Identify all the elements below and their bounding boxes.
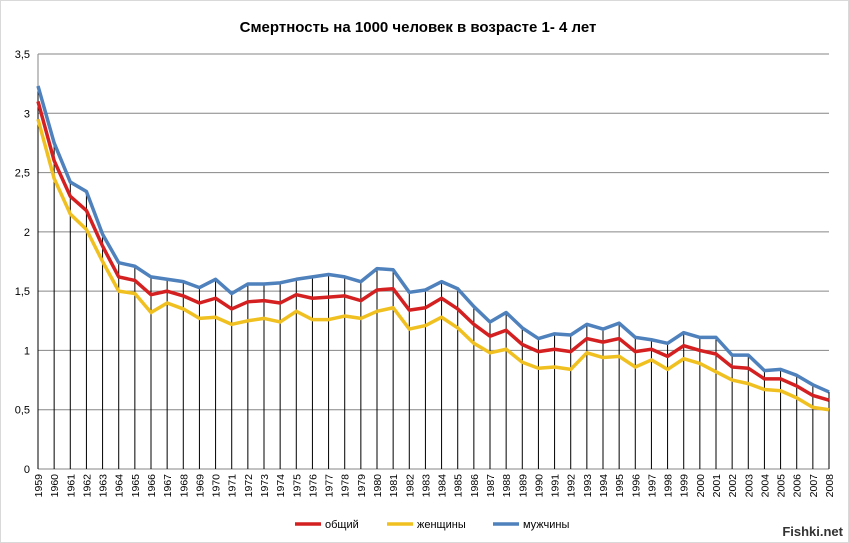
- x-tick-label: 1970: [211, 474, 223, 498]
- y-tick-label: 1,5: [15, 286, 30, 298]
- legend-label: женщины: [417, 519, 466, 531]
- x-tick-label: 1981: [388, 474, 400, 498]
- x-tick-label: 1980: [372, 474, 384, 498]
- x-tick-label: 2005: [776, 474, 788, 498]
- x-tick-label: 2000: [695, 474, 707, 498]
- x-tick-label: 2008: [824, 474, 836, 498]
- watermark: Fishki.net: [782, 524, 843, 539]
- x-tick-label: 1969: [194, 474, 206, 498]
- x-tick-label: 1999: [679, 474, 691, 498]
- x-tick-label: 1959: [33, 474, 45, 498]
- x-tick-label: 1977: [324, 474, 336, 498]
- x-tick-label: 2003: [743, 474, 755, 498]
- series-line-0: [36, 85, 830, 394]
- x-tick-label: 1960: [49, 474, 61, 498]
- x-tick-label: 1990: [533, 474, 545, 498]
- x-tick-label: 1998: [663, 474, 675, 498]
- y-tick-label: 2,5: [15, 168, 30, 180]
- x-tick-label: 1984: [437, 474, 449, 498]
- x-tick-label: 1987: [485, 474, 497, 498]
- legend-label: мужчины: [523, 519, 569, 531]
- y-tick-label: 1: [24, 345, 30, 357]
- x-tick-label: 1974: [275, 474, 287, 498]
- y-tick-label: 0,5: [15, 405, 30, 417]
- y-tick-label: 0: [24, 464, 30, 476]
- x-tick-label: 2004: [759, 474, 771, 498]
- x-tick-label: 2002: [727, 474, 739, 498]
- x-tick-label: 1997: [646, 474, 658, 498]
- x-tick-label: 1989: [517, 474, 529, 498]
- x-tick-label: 1962: [81, 474, 93, 498]
- x-tick-label: 1986: [469, 474, 481, 498]
- legend-label: общий: [325, 519, 359, 531]
- x-tick-label: 1991: [550, 474, 562, 498]
- x-tick-label: 1982: [404, 474, 416, 498]
- x-tick-label: 1992: [566, 474, 578, 498]
- x-tick-label: 1978: [340, 474, 352, 498]
- chart-title: Смертность на 1000 человек в возрасте 1-…: [240, 19, 597, 36]
- x-tick-label: 1994: [598, 474, 610, 498]
- series-line-1: [36, 118, 830, 412]
- x-tick-label: 1993: [582, 474, 594, 498]
- x-tick-label: 1973: [259, 474, 271, 498]
- y-tick-label: 3,5: [15, 49, 30, 61]
- y-tick-label: 3: [24, 108, 30, 120]
- x-tick-label: 1995: [614, 474, 626, 498]
- x-tick-label: 1976: [307, 474, 319, 498]
- x-tick-label: 1966: [146, 474, 158, 498]
- series-line-2: [36, 100, 830, 402]
- x-tick-label: 1963: [98, 474, 110, 498]
- x-tick-label: 1967: [162, 474, 174, 498]
- x-tick-label: 2007: [808, 474, 820, 498]
- x-tick-label: 2001: [711, 474, 723, 498]
- x-tick-label: 2006: [792, 474, 804, 498]
- x-tick-label: 1988: [501, 474, 513, 498]
- x-tick-label: 1996: [630, 474, 642, 498]
- x-tick-label: 1972: [243, 474, 255, 498]
- x-tick-label: 1968: [178, 474, 190, 498]
- x-tick-label: 1965: [130, 474, 142, 498]
- x-tick-label: 1979: [356, 474, 368, 498]
- x-tick-label: 1975: [291, 474, 303, 498]
- x-tick-label: 1961: [65, 474, 77, 498]
- x-tick-label: 1983: [420, 474, 432, 498]
- x-tick-label: 1971: [227, 474, 239, 498]
- x-tick-label: 1985: [453, 474, 465, 498]
- y-tick-label: 2: [24, 227, 30, 239]
- x-tick-label: 1964: [114, 474, 126, 498]
